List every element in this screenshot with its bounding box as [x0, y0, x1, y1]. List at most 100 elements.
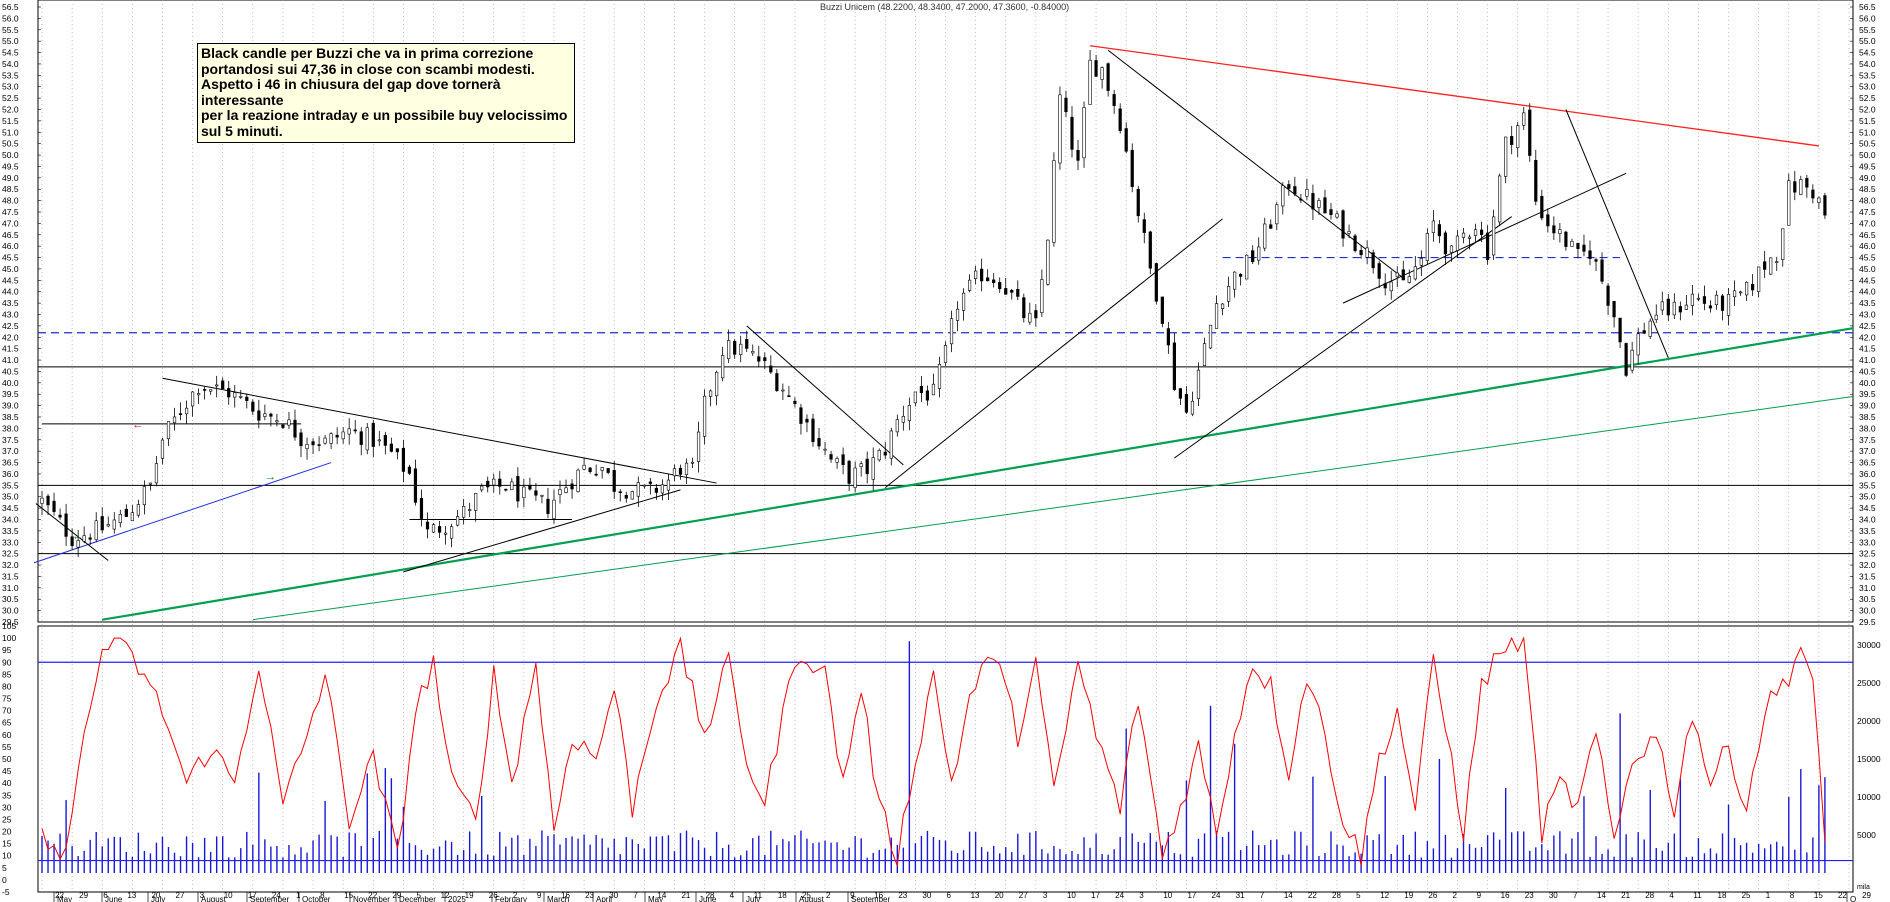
candle-body — [1757, 266, 1761, 292]
candle-body — [660, 484, 665, 494]
price-panel-frame — [37, 0, 1854, 623]
candle-body — [546, 498, 550, 514]
price-tick-label: 42.0 — [1859, 332, 1876, 342]
candle-body — [136, 504, 140, 516]
candle-body — [383, 435, 387, 446]
oscillator-tick-label: 50 — [2, 754, 12, 764]
candle-body — [606, 468, 610, 473]
price-tick-label: 39.0 — [1859, 401, 1876, 411]
price-tick-label: 33.5 — [2, 526, 19, 536]
oscillator-line — [41, 636, 1826, 867]
candle-body — [1347, 231, 1351, 234]
candle-body — [618, 491, 622, 494]
candle-body — [1486, 232, 1490, 261]
candle-body — [70, 536, 74, 546]
candle-body — [1751, 283, 1755, 291]
price-tick-label: 46.5 — [2, 230, 19, 240]
candle-body — [197, 393, 201, 396]
price-tick-label: 56.5 — [2, 2, 19, 12]
candle-body — [1245, 254, 1249, 280]
candle-body — [1576, 242, 1580, 250]
price-tick-label: 44.5 — [1859, 275, 1876, 285]
candle-body — [504, 488, 508, 491]
candle-body — [558, 489, 562, 495]
x-day-label: 29 — [1862, 891, 1871, 900]
price-tick-label: 38.0 — [2, 423, 19, 433]
trendline-green-thin — [252, 396, 1854, 621]
x-month-label: 2025 — [448, 895, 466, 902]
candle-body — [1160, 296, 1164, 324]
price-tick-label: 35.0 — [1859, 492, 1876, 502]
candle-body — [299, 432, 303, 447]
price-tick-label: 55.0 — [2, 36, 19, 46]
candle-body — [841, 454, 845, 465]
oscillator-tick-label: 90 — [2, 657, 12, 667]
x-day-label: 3 — [200, 891, 205, 900]
candle-body — [1239, 274, 1243, 277]
price-tick-label: 53.5 — [1859, 70, 1876, 80]
price-tick-label: 41.5 — [2, 344, 19, 354]
candle-body — [431, 524, 436, 533]
candle-body — [1178, 388, 1183, 399]
candle-body — [64, 513, 68, 537]
candle-body — [1642, 330, 1646, 334]
x-day-label: 28 — [706, 891, 715, 900]
candle-body — [931, 383, 936, 396]
candle-body — [160, 439, 165, 459]
candle-body — [239, 396, 243, 398]
candle-body — [763, 357, 767, 362]
price-tick-label: 38.0 — [1859, 423, 1876, 433]
candle-body — [1046, 239, 1050, 285]
x-day-label: 7 — [633, 891, 638, 900]
oscillator-tick-label: 40 — [2, 778, 12, 788]
candle-body — [1714, 294, 1719, 306]
oscillator-tick-label: 75 — [2, 694, 12, 704]
candle-body — [522, 486, 526, 499]
annotation-box[interactable]: Black candle per Buzzi che va in prima c… — [197, 43, 575, 143]
candle-body — [883, 451, 887, 456]
x-day-label: 25 — [1742, 891, 1751, 900]
oscillator-tick-label: 55 — [2, 742, 12, 752]
candle-body — [1407, 276, 1411, 283]
candle-body — [1811, 189, 1815, 199]
candle-body — [733, 341, 737, 355]
candle-body — [1769, 257, 1773, 275]
candle-body — [1287, 184, 1291, 189]
trendline-black — [1174, 216, 1512, 459]
candle-body — [1154, 263, 1158, 302]
candle-body — [148, 482, 153, 485]
price-tick-label: 51.0 — [2, 127, 19, 137]
candle-body — [263, 413, 267, 417]
candle-body — [1214, 303, 1219, 329]
candle-body — [1371, 252, 1375, 269]
candle-body — [1299, 198, 1303, 201]
candle-body — [1094, 60, 1098, 77]
candle-body — [570, 483, 574, 490]
candle-body — [1793, 181, 1797, 193]
candle-body — [793, 400, 797, 404]
candle-body — [1070, 116, 1074, 150]
price-tick-label: 31.5 — [2, 571, 19, 581]
x-month-label: December — [399, 895, 436, 902]
candle-body — [335, 434, 339, 438]
price-tick-label: 35.5 — [1859, 480, 1876, 490]
price-tick-label: 49.5 — [2, 161, 19, 171]
candle-body — [1558, 229, 1562, 234]
oscillator-tick-label: -5 — [2, 887, 10, 897]
candle-body — [823, 448, 827, 451]
candle-body — [775, 373, 779, 391]
candle-body — [112, 519, 116, 530]
oscillator-tick-label: 95 — [2, 645, 12, 655]
candle-body — [1419, 258, 1423, 266]
candle-body — [1696, 297, 1701, 300]
price-tick-label: 30.5 — [1859, 594, 1876, 604]
candle-body — [1630, 349, 1634, 371]
x-day-label: 12 — [1380, 891, 1389, 900]
candle-body — [1040, 279, 1044, 313]
price-tick-label: 53.5 — [2, 70, 19, 80]
x-day-label: 27 — [1019, 891, 1028, 900]
oscillator-tick-label: 20 — [2, 827, 12, 837]
candle-body — [1311, 193, 1315, 210]
candle-body — [636, 482, 640, 497]
